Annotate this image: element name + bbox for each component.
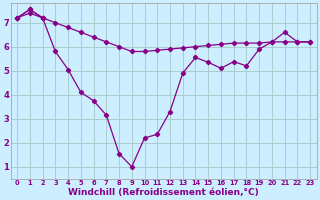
X-axis label: Windchill (Refroidissement éolien,°C): Windchill (Refroidissement éolien,°C) bbox=[68, 188, 259, 197]
